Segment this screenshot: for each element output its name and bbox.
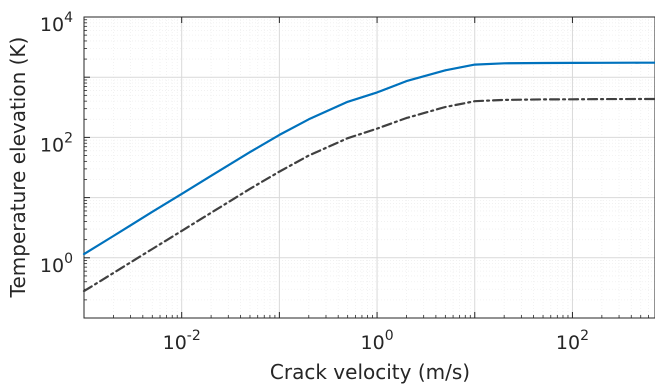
x-tick-label: 102 (556, 328, 589, 354)
y-tick-label-base: 10 (40, 134, 64, 156)
x-tick-label-base: 10 (556, 332, 580, 354)
x-tick-label: 10-2 (163, 328, 201, 354)
y-tick-label: 102 (40, 130, 73, 156)
x-tick-label-exponent: 0 (385, 328, 394, 344)
y-tick-label-exponent: 0 (64, 251, 73, 267)
series-group (82, 61, 655, 293)
series-line-dashdot (82, 97, 655, 293)
x-tick-label: 100 (361, 328, 394, 354)
y-tick-label-exponent: 2 (64, 130, 73, 146)
y-tick-label-base: 10 (40, 255, 64, 277)
x-tick-labels: 10-2 100 102 (163, 328, 589, 354)
axis-ticks (83, 16, 655, 319)
x-tick-label-exponent: 2 (580, 328, 589, 344)
y-tick-label-exponent: 4 (64, 10, 73, 26)
minor-grid (84, 17, 655, 318)
x-tick-label-base: 10 (163, 332, 187, 354)
y-tick-label: 104 (40, 10, 73, 36)
x-axis-label: Crack velocity (m/s) (270, 360, 470, 384)
y-tick-label: 100 (40, 251, 73, 277)
y-tick-label-base: 10 (40, 14, 64, 36)
series-line-solid (82, 61, 655, 256)
plot-frame (83, 16, 655, 319)
x-tick-label-base: 10 (361, 332, 385, 354)
x-tick-label-exponent: -2 (187, 328, 201, 344)
y-axis-label: Temperature elevation (K) (6, 37, 30, 299)
